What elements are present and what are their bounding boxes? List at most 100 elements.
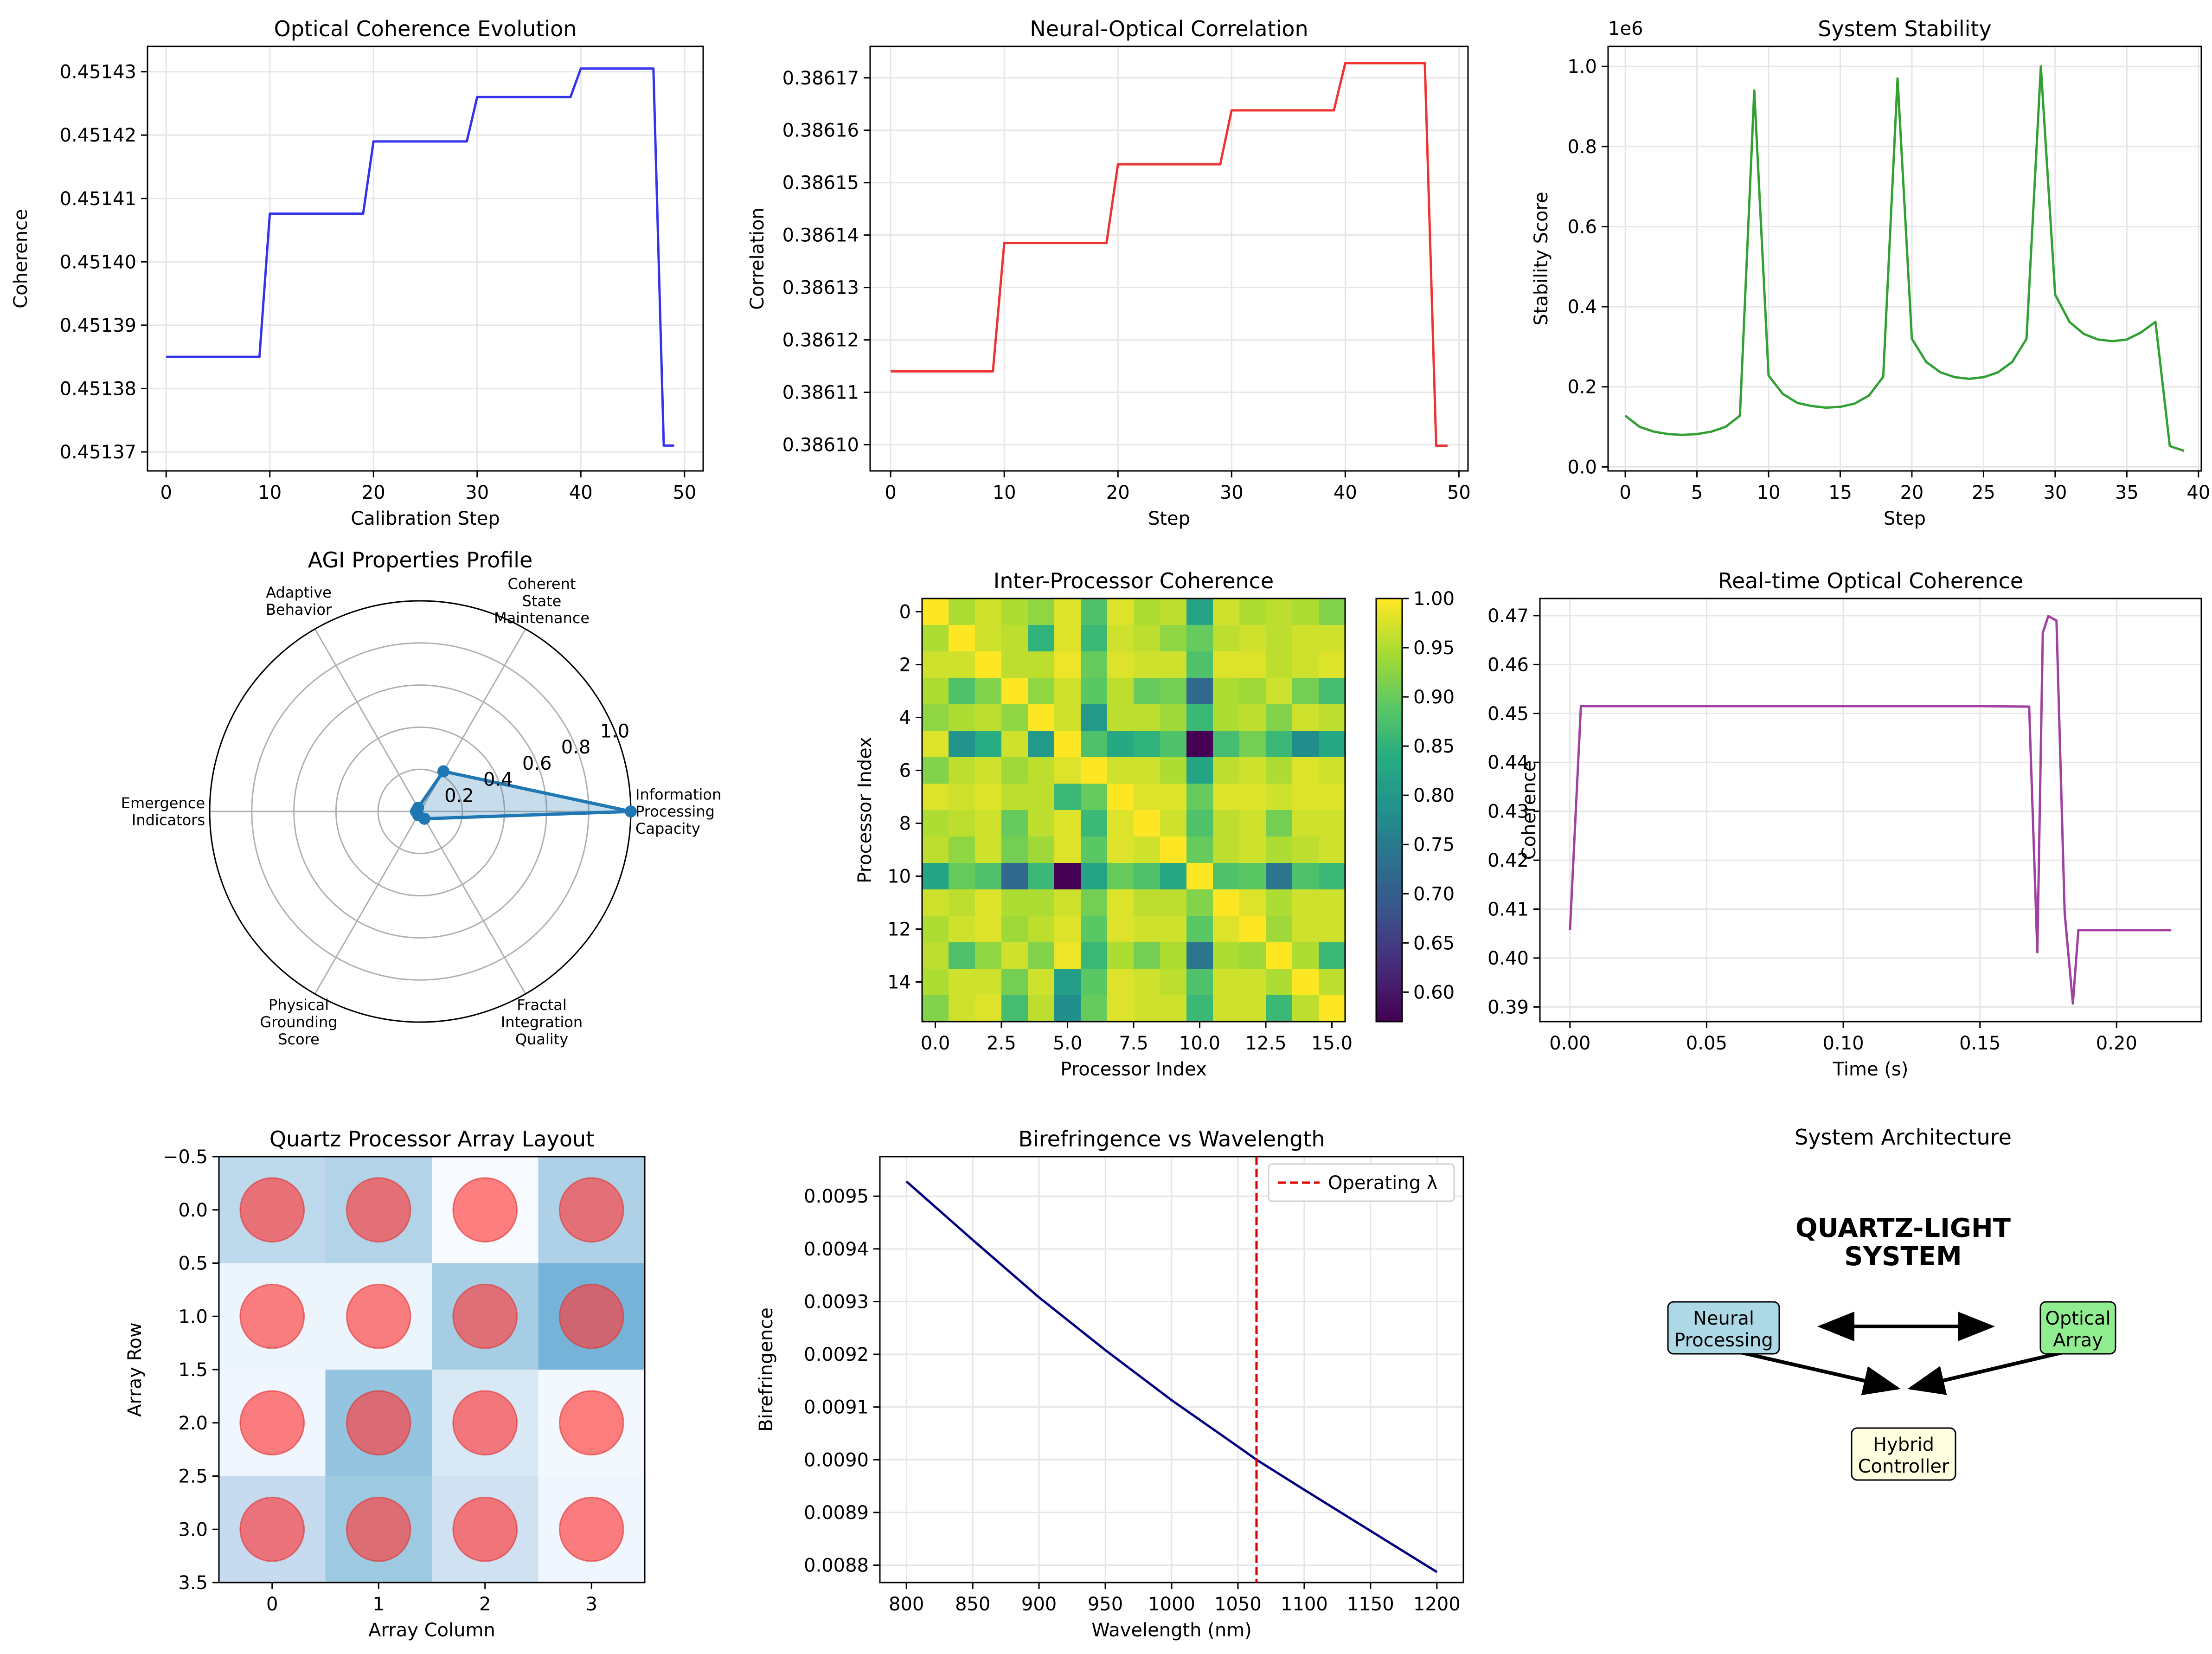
heatmap-cell-14-1 xyxy=(949,969,975,996)
heatmap-cell-9-3 xyxy=(1001,837,1028,863)
heatmap-cell-14-3 xyxy=(1001,969,1028,996)
heatmap-cell-1-12 xyxy=(1239,625,1266,652)
heatmap-cell-12-8 xyxy=(1134,916,1160,943)
heatmap-cell-15-5 xyxy=(1054,995,1081,1022)
heatmap-cell-14-0 xyxy=(922,969,949,996)
heatmap-cell-15-10 xyxy=(1186,995,1213,1022)
heatmap-cell-5-7 xyxy=(1107,731,1134,758)
y-tick-label-2: 0.5 xyxy=(178,1253,208,1274)
x-tick-label-1: 2.5 xyxy=(987,1033,1016,1054)
heatmap-cell-7-15 xyxy=(1319,784,1346,811)
colorbar-segment-71 xyxy=(1376,899,1402,904)
heatmap-cell-7-4 xyxy=(1028,784,1055,811)
x-tick-label-5: 1050 xyxy=(1214,1594,1262,1615)
x-tick-label-4: 10.0 xyxy=(1179,1033,1220,1054)
processor-marker-10 xyxy=(452,1390,518,1456)
y-tick-label-0: 0.0088 xyxy=(804,1555,869,1577)
colorbar-segment-55 xyxy=(1376,831,1402,836)
y-tick-label-5: 0.38615 xyxy=(782,173,859,194)
heatmap-cell-4-5 xyxy=(1054,704,1081,731)
y-tick-label-5: 0.45142 xyxy=(60,125,136,146)
heatmap-cell-5-10 xyxy=(1186,731,1213,758)
y-tick-label-2: 0.0090 xyxy=(804,1449,869,1471)
heatmap-cell-4-10 xyxy=(1186,704,1213,731)
colorbar-segment-29 xyxy=(1376,721,1402,726)
colorbar-segment-43 xyxy=(1376,780,1402,785)
colorbar-segment-97 xyxy=(1376,1009,1402,1014)
colorbar-segment-61 xyxy=(1376,856,1402,862)
heatmap-cell-9-2 xyxy=(975,837,1002,863)
x-tick-label-2: 20 xyxy=(362,482,385,503)
heatmap-cell-6-4 xyxy=(1028,757,1055,784)
heatmap-cell-0-4 xyxy=(1028,599,1055,625)
heatmap-cell-0-9 xyxy=(1160,599,1187,625)
heatmap-cell-14-4 xyxy=(1028,969,1055,996)
heatmap-cell-5-11 xyxy=(1213,731,1240,758)
heatmap-cell-1-13 xyxy=(1266,625,1293,652)
colorbar-segment-42 xyxy=(1376,776,1402,781)
legend-entry: Operating λ xyxy=(1328,1172,1437,1194)
y-tick-label-2: 0.41 xyxy=(1487,899,1529,920)
colorbar-segment-78 xyxy=(1376,928,1402,933)
colorbar-segment-13 xyxy=(1376,653,1402,658)
axis-label-1: Coherent State Maintenance xyxy=(494,575,590,627)
heatmap-cell-12-10 xyxy=(1186,916,1213,943)
heatmap-cell-3-10 xyxy=(1186,678,1213,705)
heatmap-cell-9-9 xyxy=(1160,837,1187,863)
colorbar-segment-53 xyxy=(1376,823,1402,828)
heatmap-cell-5-1 xyxy=(949,731,975,758)
heatmap-cell-5-9 xyxy=(1160,731,1187,758)
colorbar-segment-23 xyxy=(1376,695,1402,701)
colorbar-segment-65 xyxy=(1376,873,1402,878)
heatmap-cell-12-0 xyxy=(922,916,949,943)
heatmap-cell-13-14 xyxy=(1292,942,1319,969)
colorbar-segment-1 xyxy=(1376,603,1402,608)
heatmap-cell-2-12 xyxy=(1239,651,1266,678)
heatmap-cell-7-6 xyxy=(1081,784,1108,811)
heatmap-cell-11-11 xyxy=(1213,889,1240,916)
heatmap-cell-6-15 xyxy=(1319,757,1346,784)
heatmap-cell-1-5 xyxy=(1054,625,1081,652)
x-tick-label-3: 15 xyxy=(1828,482,1852,503)
heatmap-cell-2-9 xyxy=(1160,651,1187,678)
heatmap-cell-9-8 xyxy=(1134,837,1160,863)
heatmap-cell-0-1 xyxy=(949,599,975,625)
colorbar-segment-85 xyxy=(1376,958,1402,963)
heatmap-cell-2-0 xyxy=(922,651,949,678)
heatmap-cell-10-0 xyxy=(922,863,949,890)
heatmap-cell-2-4 xyxy=(1028,651,1055,678)
x-tick-label-8: 40 xyxy=(2186,482,2210,503)
heatmap-cell-0-13 xyxy=(1266,599,1293,625)
y-tick-label-5: 0.44 xyxy=(1487,752,1529,773)
heatmap-cell-8-0 xyxy=(922,810,949,837)
y-tick-label-0: 0 xyxy=(899,602,911,623)
colorbar-segment-80 xyxy=(1376,937,1402,942)
radial-tick-label-1: 0.4 xyxy=(483,769,513,791)
heatmap-cell-13-3 xyxy=(1001,942,1028,969)
processor-marker-2 xyxy=(452,1177,518,1243)
heatmap-cell-13-7 xyxy=(1107,942,1134,969)
heatmap-cell-5-13 xyxy=(1266,731,1293,758)
heatmap-cell-3-0 xyxy=(922,678,949,705)
heatmap-cell-12-3 xyxy=(1001,916,1028,943)
colorbar-segment-74 xyxy=(1376,911,1402,916)
colorbar-segment-81 xyxy=(1376,941,1402,946)
colorbar-segment-54 xyxy=(1376,827,1402,832)
x-tick-label-2: 900 xyxy=(1021,1594,1057,1615)
heatmap-cell-2-13 xyxy=(1266,651,1293,678)
heatmap-cell-2-10 xyxy=(1186,651,1213,678)
heatmap-cell-15-0 xyxy=(922,995,949,1022)
heatmap-cell-11-0 xyxy=(922,889,949,916)
colorbar-tick-label-4: 0.80 xyxy=(1413,785,1455,806)
heatmap-cell-12-4 xyxy=(1028,916,1055,943)
heatmap-cell-5-0 xyxy=(922,731,949,758)
colorbar-segment-28 xyxy=(1376,717,1402,722)
heatmap-cell-12-5 xyxy=(1054,916,1081,943)
y-tick-label-4: 0.0092 xyxy=(804,1344,869,1365)
heatmap-cell-15-12 xyxy=(1239,995,1266,1022)
node-neural-processing-line1: Neural xyxy=(1693,1308,1754,1329)
heatmap-cell-8-13 xyxy=(1266,810,1293,837)
node-optical-array-line1: Optical xyxy=(2045,1308,2110,1329)
heatmap-cell-14-13 xyxy=(1266,969,1293,996)
x-tick-label-3: 30 xyxy=(1220,482,1244,503)
